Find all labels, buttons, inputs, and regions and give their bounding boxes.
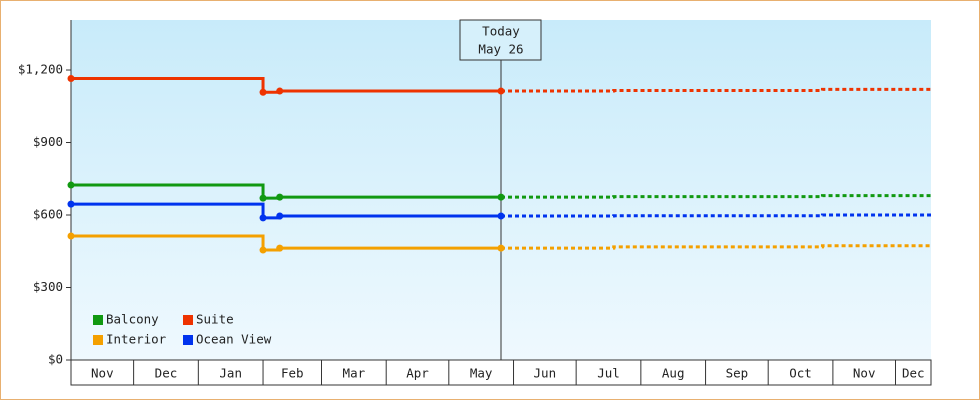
projection-line bbox=[501, 213, 931, 218]
price-point bbox=[259, 88, 267, 96]
x-tick-label: Apr bbox=[406, 366, 429, 381]
today-label: Today bbox=[482, 24, 520, 39]
price-point bbox=[497, 193, 505, 201]
x-tick-label: Aug bbox=[662, 366, 685, 381]
x-tick-label: Sep bbox=[726, 366, 749, 381]
x-tick-label: Nov bbox=[91, 366, 114, 381]
x-tick-label: Jan bbox=[219, 366, 242, 381]
y-tick-label: $300 bbox=[33, 279, 63, 294]
price-point bbox=[276, 244, 284, 252]
legend-label: Interior bbox=[106, 332, 167, 347]
price-point bbox=[67, 232, 75, 240]
price-line bbox=[71, 202, 501, 220]
legend-label: Balcony bbox=[106, 312, 159, 327]
x-tick-label: Jun bbox=[534, 366, 557, 381]
price-point bbox=[259, 214, 267, 222]
price-point bbox=[276, 212, 284, 220]
legend-swatch bbox=[93, 315, 103, 325]
x-tick-label: Nov bbox=[853, 366, 876, 381]
y-tick-label: $0 bbox=[48, 352, 63, 367]
price-line bbox=[71, 234, 501, 252]
projection-line bbox=[501, 194, 931, 199]
price-point bbox=[67, 200, 75, 208]
price-point bbox=[67, 181, 75, 189]
x-tick-label: Dec bbox=[155, 366, 178, 381]
price-line bbox=[71, 183, 501, 200]
legend-swatch bbox=[93, 335, 103, 345]
price-point bbox=[497, 244, 505, 252]
projection-line bbox=[501, 87, 931, 93]
price-point bbox=[67, 74, 75, 82]
today-box bbox=[459, 19, 542, 61]
y-tick-label: $1,200 bbox=[18, 62, 63, 77]
legend-label: Suite bbox=[196, 312, 234, 327]
price-point bbox=[276, 193, 284, 201]
projection-line bbox=[501, 244, 931, 250]
price-point bbox=[497, 87, 505, 95]
x-tick-label: Oct bbox=[789, 366, 812, 381]
price-point bbox=[497, 212, 505, 220]
price-point bbox=[259, 246, 267, 254]
today-label: May 26 bbox=[478, 42, 523, 57]
legend-label: Ocean View bbox=[196, 332, 272, 347]
price-point bbox=[276, 87, 284, 95]
legend-swatch bbox=[183, 335, 193, 345]
x-tick-label: Feb bbox=[281, 366, 304, 381]
x-tick-label: May bbox=[470, 366, 493, 381]
x-tick-label: Jul bbox=[597, 366, 620, 381]
legend-swatch bbox=[183, 315, 193, 325]
price-point bbox=[259, 194, 267, 202]
x-tick-label: Dec bbox=[902, 366, 925, 381]
price-line bbox=[71, 76, 501, 94]
x-tick-label: Mar bbox=[343, 366, 366, 381]
y-tick-label: $900 bbox=[33, 134, 63, 149]
y-tick-label: $600 bbox=[33, 207, 63, 222]
